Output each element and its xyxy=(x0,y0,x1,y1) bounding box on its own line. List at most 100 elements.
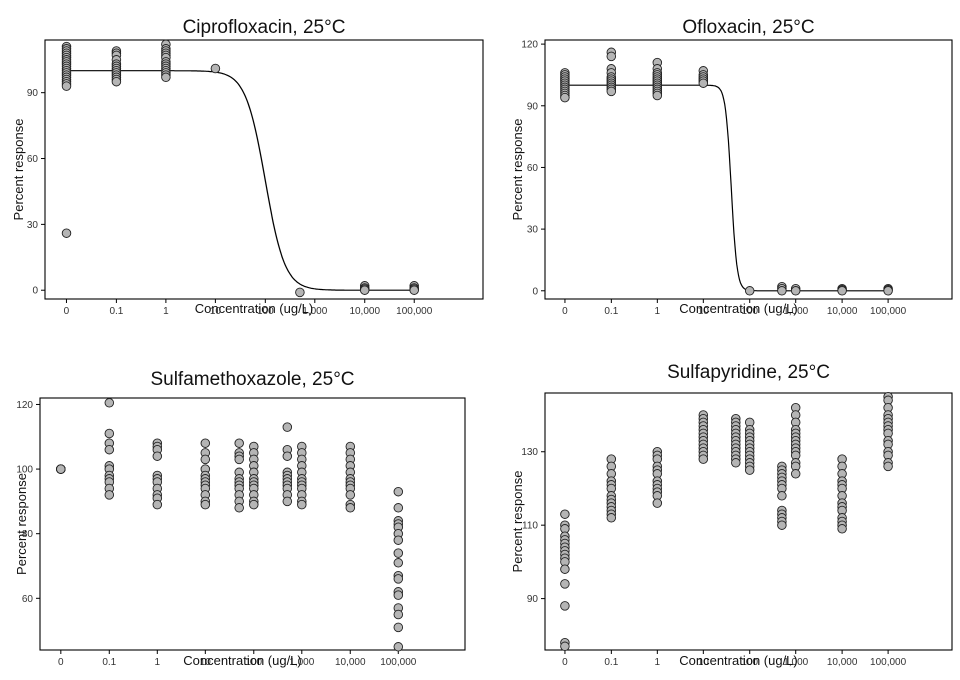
x-tick-label: 1,000 xyxy=(289,657,314,668)
x-tick-label: 10 xyxy=(200,657,212,668)
x-tick-label: 10,000 xyxy=(335,657,366,668)
data-point xyxy=(161,72,171,83)
y-tick-label: 120 xyxy=(521,40,538,51)
x-tick-label: 100,000 xyxy=(870,657,907,668)
data-point xyxy=(744,286,755,296)
data-point xyxy=(200,454,211,465)
y-axis-label: Percent response xyxy=(14,473,29,575)
fit-curve xyxy=(564,84,889,292)
y-tick-label: 130 xyxy=(521,447,538,458)
data-point xyxy=(883,286,893,296)
x-tick-label: 1 xyxy=(655,306,661,317)
data-point xyxy=(606,86,617,97)
data-point xyxy=(200,499,211,510)
data-point xyxy=(698,454,709,464)
y-tick-label: 30 xyxy=(527,225,539,236)
data-point xyxy=(56,464,66,474)
x-tick-label: 100 xyxy=(257,306,274,317)
data-point xyxy=(104,428,115,439)
data-point xyxy=(152,499,163,510)
chart-panel-3: Sulfamethoxazole, 25°C 60 80 100 120 0 0.1 1 10 1… xyxy=(14,369,466,668)
data-point xyxy=(883,461,893,472)
x-tick-label: 10 xyxy=(698,657,710,668)
x-axis-label: Concentration (ug/L) xyxy=(195,301,314,316)
x-tick-label: 100,000 xyxy=(870,306,907,317)
x-tick-label: 100,000 xyxy=(380,657,417,668)
confidence-band xyxy=(611,85,889,291)
data-point xyxy=(297,499,307,510)
x-tick-label: 0.1 xyxy=(604,657,618,668)
x-tick-label: 0 xyxy=(562,657,568,668)
data-point xyxy=(104,444,115,455)
data-point xyxy=(393,642,404,652)
data-point xyxy=(731,458,741,468)
x-tick-label: 1 xyxy=(163,306,169,317)
data-point xyxy=(345,490,356,500)
x-tick-label: 100 xyxy=(245,657,262,668)
x-tick-label: 0 xyxy=(64,306,70,317)
data-point xyxy=(393,590,404,600)
data-point xyxy=(249,499,259,510)
data-point xyxy=(652,90,663,101)
plot-frame xyxy=(39,397,466,651)
chart-panel-1: Ciprofloxacin, 25°C 0 30 60 90 0 0.1 1 10 100 1,00… xyxy=(11,17,484,317)
y-tick-label: 90 xyxy=(527,101,539,112)
data-point xyxy=(744,465,755,475)
y-tick-label: 90 xyxy=(527,594,539,605)
chart-title: Ciprofloxacin, 25°C xyxy=(183,17,346,38)
data-point xyxy=(790,286,801,296)
data-point xyxy=(777,286,787,296)
chart-title: Ofloxacin, 25°C xyxy=(682,17,814,38)
chart-title: Sulfamethoxazole, 25°C xyxy=(150,369,354,390)
y-axis-label: Percent response xyxy=(510,471,525,573)
x-tick-label: 0.1 xyxy=(102,657,116,668)
data-point xyxy=(777,520,787,530)
y-tick-label: 110 xyxy=(522,521,538,532)
x-tick-label: 0.1 xyxy=(604,306,618,317)
data-point xyxy=(282,422,293,432)
data-point xyxy=(234,503,244,513)
data-point xyxy=(652,498,663,508)
x-tick-label: 1,000 xyxy=(783,306,808,317)
data-point xyxy=(282,451,293,461)
data-point xyxy=(61,81,72,91)
data-point xyxy=(837,286,847,296)
y-tick-label: 0 xyxy=(532,286,538,297)
fit-curve xyxy=(66,70,415,291)
x-tick-label: 10,000 xyxy=(349,306,380,317)
data-point xyxy=(560,564,570,574)
plot-frame xyxy=(544,39,953,300)
data-point xyxy=(104,398,115,408)
y-tick-label: 100 xyxy=(16,465,33,476)
x-tick-label: 10,000 xyxy=(827,306,858,317)
y-tick-label: 90 xyxy=(27,88,39,99)
data-point xyxy=(104,490,115,500)
data-point xyxy=(698,78,709,88)
data-point xyxy=(393,535,404,545)
y-tick-label: 30 xyxy=(27,220,39,231)
data-point xyxy=(393,622,404,633)
data-point xyxy=(393,574,404,584)
data-point xyxy=(560,579,570,589)
y-tick-label: 120 xyxy=(16,400,33,411)
y-tick-label: 60 xyxy=(22,594,34,605)
data-point xyxy=(409,285,419,295)
data-point xyxy=(606,51,617,62)
x-tick-label: 10 xyxy=(210,306,222,317)
data-point xyxy=(152,451,163,461)
data-point xyxy=(560,92,570,103)
data-point xyxy=(560,601,570,611)
data-point xyxy=(359,285,370,295)
data-point xyxy=(345,503,356,513)
y-axis-label: Percent response xyxy=(510,119,525,221)
y-axis-label: Percent response xyxy=(11,119,26,221)
data-point xyxy=(393,609,404,620)
data-point xyxy=(393,486,404,497)
data-point xyxy=(560,641,570,652)
x-tick-label: 1 xyxy=(655,657,661,668)
data-point xyxy=(200,438,211,448)
x-tick-label: 1,000 xyxy=(302,306,327,317)
data-point xyxy=(393,503,404,513)
